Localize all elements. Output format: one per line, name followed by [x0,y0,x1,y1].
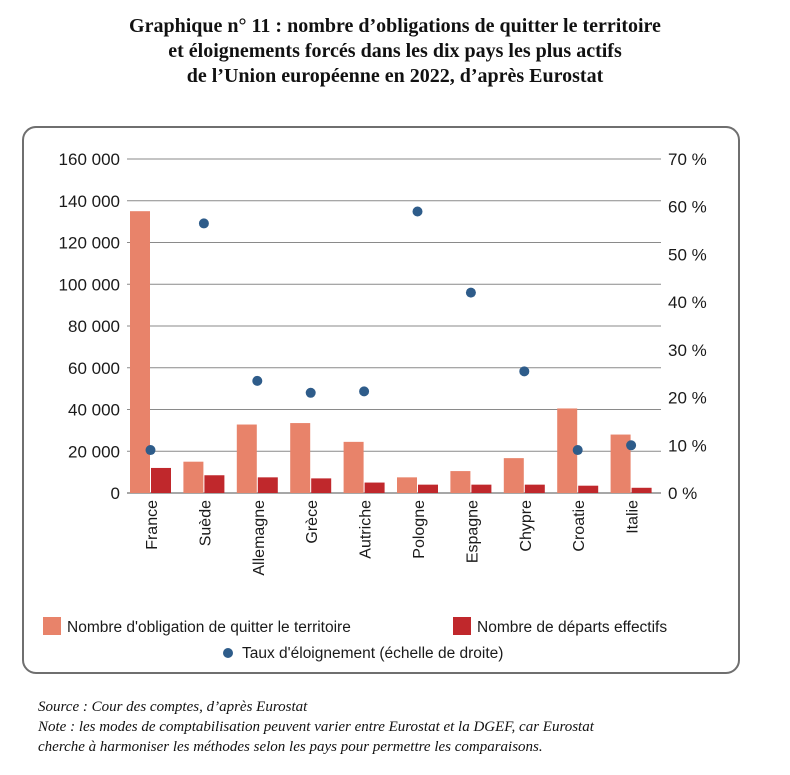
legend-swatch-taux [223,648,233,658]
bar-oqtf [290,423,311,493]
source-line: Source : Cour des comptes, d’après Euros… [38,699,308,715]
point-taux [465,287,476,298]
category-label: Pologne [411,500,428,559]
legend-swatch-oqtf [43,617,61,635]
bar-departs [418,484,438,493]
point-taux [145,445,156,456]
bar-departs [524,484,545,493]
bar-departs [257,477,278,493]
note-line: Note : les modes de comptabilisation peu… [38,719,594,735]
point-taux [626,440,637,451]
bar-departs [631,487,652,493]
legend-label-departs: Nombre de départs effectifs [477,619,667,636]
bar-departs [578,485,599,493]
category-label: Grèce [304,500,321,544]
y-left-tick-label: 60 000 [68,359,120,378]
bar-departs [364,482,385,493]
y-left-tick-label: 100 000 [59,275,120,294]
chart-canvas: 0 20 000 40 000 60 000 80 000 100 000 120 000 1… [43,150,707,662]
category-label: Suède [197,500,214,546]
y-left-tick-label: 20 000 [68,442,120,461]
y-left-tick-label: 120 000 [59,234,120,253]
category-label: Autriche [358,500,375,559]
point-taux [359,386,370,397]
bar-departs [204,475,225,493]
y-left-tick-label: 160 000 [59,150,120,169]
category-label: Allemagne [251,500,268,576]
title-line: de l’Union européenne en 2022, d’après E… [186,65,604,87]
y-left-tick-label: 80 000 [68,317,120,336]
y-right-tick-label: 70 % [668,150,707,169]
category-label: Chypre [518,500,535,552]
bar-departs [311,478,332,493]
legend-swatch-departs [453,617,471,635]
category-label: Espagne [464,500,481,563]
bar-oqtf [610,434,631,493]
bar-oqtf [397,477,417,493]
point-taux [198,218,209,229]
bar-oqtf [343,441,364,493]
y-right-tick-label: 50 % [668,245,707,264]
bar-oqtf [503,458,524,493]
y-right-tick-label: 0 % [668,484,697,503]
y-left-tick-label: 140 000 [59,192,120,211]
y-right-tick-label: 10 % [668,436,707,455]
bar-departs [471,484,492,493]
y-right-tick-label: 30 % [668,341,707,360]
category-label: France [144,500,161,550]
category-label: Croatie [571,500,588,552]
y-right-tick-label: 60 % [668,198,707,217]
bar-oqtf [557,408,578,493]
point-taux [519,366,530,377]
chart-frame [22,126,740,674]
bar-oqtf [450,471,471,493]
point-taux [252,375,263,386]
point-taux [412,206,423,217]
title-line: et éloignements forcés dans les dix pays… [168,40,622,62]
bar-departs [151,467,171,493]
bar-oqtf [183,461,204,493]
note-line: cherche à harmoniser les méthodes selon … [38,739,543,755]
y-left-tick-label: 40 000 [68,401,120,420]
y-right-tick-label: 20 % [668,389,707,408]
footnotes: Source : Cour des comptes, d’après Euros… [38,697,778,757]
chart-title: Graphique n° 11 : nombre d’obligations d… [0,14,790,89]
category-label: Italie [625,500,642,534]
legend-label-taux: Taux d'éloignement (échelle de droite) [242,645,503,662]
y-left-tick-label: 0 [111,484,120,503]
legend-label-oqtf: Nombre d'obligation de quitter le territ… [67,619,351,636]
bar-oqtf [130,211,150,493]
point-taux [305,387,316,398]
bar-oqtf [236,424,257,493]
y-right-tick-label: 40 % [668,293,707,312]
point-taux [572,445,583,456]
title-line: Graphique n° 11 : nombre d’obligations d… [129,15,661,37]
